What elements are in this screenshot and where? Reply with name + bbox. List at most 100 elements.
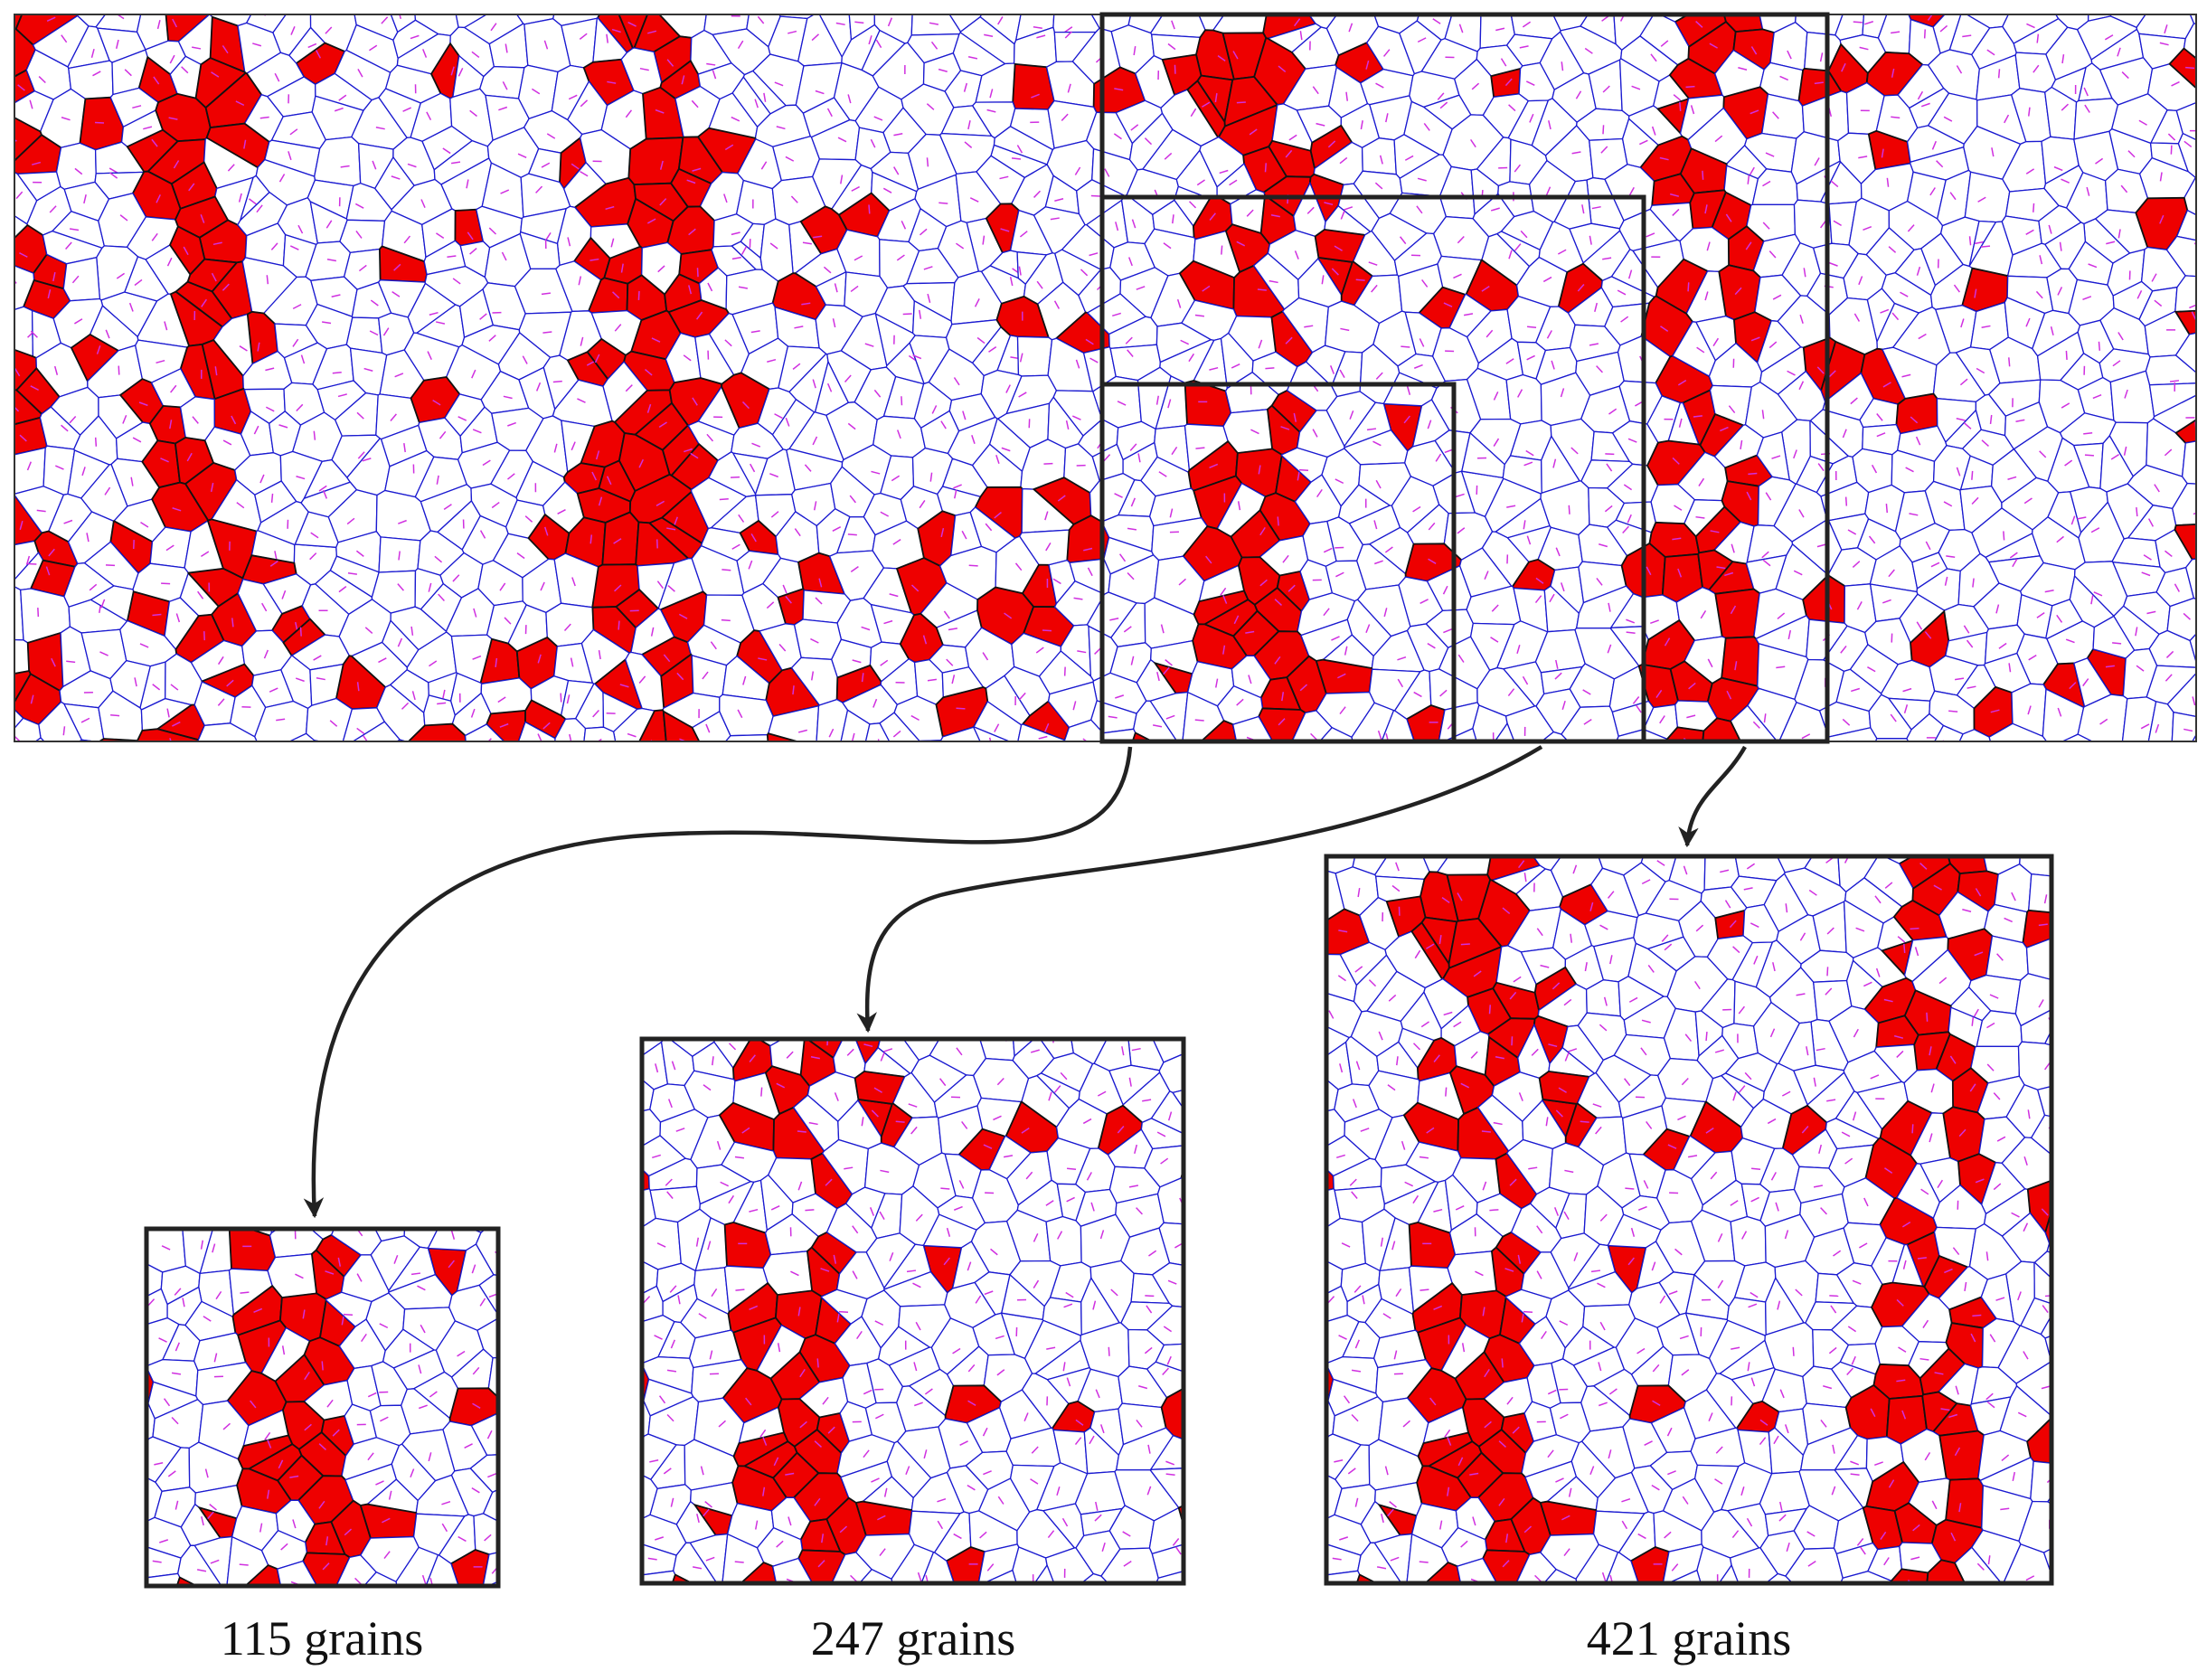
orientation-tick [470,708,476,718]
orientation-tick [1425,761,1430,769]
orientation-tick [873,389,882,398]
orientation-tick [452,278,461,285]
grain [253,700,309,741]
grain [973,726,1012,741]
orientation-tick [1019,231,1028,238]
orientation-tick [963,0,966,8]
orientation-tick [1798,509,1805,518]
orientation-tick [1396,9,1405,10]
orientation-tick [211,272,217,282]
orientation-tick [2033,64,2040,73]
orientation-tick [2008,357,2011,367]
grain [14,306,34,358]
orientation-tick [948,628,958,631]
orientation-tick [577,398,586,403]
orientation-tick [1178,578,1186,586]
grain-red [1714,588,1761,639]
orientation-tick [1956,467,1961,477]
orientation-tick [826,108,833,118]
orientation-tick [1828,370,1836,378]
orientation-tick [1457,527,1466,534]
orientation-tick [1016,145,1023,154]
orientation-tick [598,650,601,660]
grain [14,717,42,741]
orientation-tick [1698,477,1705,486]
orientation-tick [471,51,480,59]
orientation-tick [847,533,857,536]
orientation-tick [531,88,541,95]
orientation-tick [1484,571,1489,580]
orientation-tick [871,470,881,475]
orientation-tick [1925,541,1931,551]
orientation-tick [1129,443,1137,451]
orientation-tick [1491,604,1499,612]
orientation-tick [758,657,768,661]
orientation-tick [1963,625,1970,634]
orientation-tick [1517,389,1523,398]
orientation-tick [1608,602,1611,612]
orientation-tick [139,643,149,648]
orientation-tick [236,502,245,509]
orientation-tick [1231,363,1240,369]
orientation-tick [1526,354,1535,361]
orientation-tick [971,435,976,445]
orientation-tick [986,109,996,113]
orientation-tick [1534,595,1542,603]
orientation-tick [1529,113,1534,123]
orientation-tick [1728,405,1736,414]
orientation-tick [657,265,665,273]
orientation-tick [614,324,622,332]
orientation-tick [868,35,872,45]
orientation-tick [2048,224,2052,234]
orientation-tick [221,743,229,747]
orientation-tick [1205,555,1212,564]
orientation-tick [2167,133,2176,141]
orientation-tick [750,330,760,334]
orientation-tick [2009,552,2018,559]
orientation-tick [1953,284,1960,293]
orientation-tick [1765,152,1775,157]
orientation-tick [504,617,512,625]
orientation-tick [83,194,87,204]
orientation-tick [364,627,373,634]
orientation-tick [741,401,750,410]
orientation-tick [2196,455,2205,457]
grain [2155,741,2207,848]
orientation-tick [1171,20,1175,30]
orientation-tick [2123,446,2127,456]
orientation-tick [910,714,920,722]
orientation-tick [2008,663,2012,673]
orientation-tick [375,127,385,130]
orientation-tick [1050,217,1060,221]
orientation-tick [1423,122,1430,131]
orientation-tick [325,220,333,229]
orientation-tick [2146,755,2147,764]
orientation-tick [1720,426,1729,432]
orientation-tick [391,290,401,297]
orientation-tick [988,346,997,353]
orientation-tick [2165,674,2173,682]
orientation-tick [1196,179,1205,186]
orientation-tick [1991,147,1995,157]
grain [1137,743,1278,859]
orientation-tick [1299,31,1303,41]
grain [1318,726,1353,741]
orientation-tick [19,434,27,442]
orientation-tick [201,298,208,307]
arrow [1678,745,1747,848]
orientation-tick [288,151,292,161]
orientation-tick [278,424,288,429]
orientation-tick [269,560,278,567]
orientation-tick [646,218,656,224]
orientation-tick [618,620,620,630]
orientation-tick [844,374,852,382]
orientation-tick [2011,742,2018,747]
orientation-tick [1725,213,1732,222]
grain [940,726,981,741]
orientation-tick [1850,397,1858,405]
orientation-tick [994,512,1002,519]
orientation-tick [586,360,596,366]
orientation-tick [2061,178,2070,184]
orientation-tick [53,365,59,375]
orientation-tick [1180,339,1190,345]
